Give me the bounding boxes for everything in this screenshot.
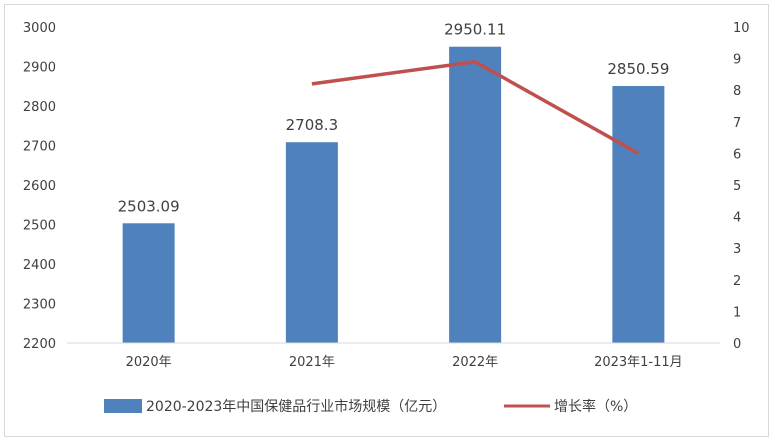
category-labels: 2020年 2021年 2022年 2023年1-11月	[126, 355, 683, 370]
bar-value-label: 2850.59	[607, 60, 669, 78]
left-tick-label: 2900	[23, 61, 56, 76]
right-tick-label: 2	[733, 274, 741, 289]
category-label: 2020年	[126, 355, 172, 370]
bar-value-label: 2503.09	[118, 197, 180, 215]
right-tick-label: 5	[733, 179, 741, 194]
bar-value-label: 2950.11	[444, 21, 506, 39]
legend-swatch-bar	[104, 399, 142, 413]
growth-line	[311, 60, 640, 155]
bar	[285, 142, 338, 343]
right-axis-ticks: 0 1 2 3 4 5 6 7 8 9 10	[733, 21, 750, 352]
bar-series	[122, 46, 665, 344]
bar	[449, 46, 502, 344]
bar	[612, 86, 665, 343]
right-tick-label: 9	[733, 53, 741, 68]
left-tick-label: 2700	[23, 140, 56, 155]
left-tick-label: 2500	[23, 219, 56, 234]
right-tick-label: 4	[733, 211, 741, 226]
right-tick-label: 7	[733, 116, 741, 131]
right-tick-label: 0	[733, 337, 741, 352]
right-tick-label: 6	[733, 147, 741, 162]
left-tick-label: 2200	[23, 337, 56, 352]
growth-line-series	[311, 60, 640, 155]
right-tick-label: 8	[733, 84, 741, 99]
category-label: 2023年1-11月	[594, 355, 683, 370]
right-tick-label: 3	[733, 242, 741, 257]
left-tick-label: 2300	[23, 298, 56, 313]
legend-label-line: 增长率（%）	[554, 398, 637, 415]
bar-value-label: 2708.3	[286, 116, 339, 134]
left-tick-label: 2400	[23, 258, 56, 273]
right-tick-label: 1	[733, 305, 741, 320]
legend-label-bar: 2020-2023年中国保健品行业市场规模（亿元）	[146, 398, 446, 415]
left-tick-label: 2600	[23, 179, 56, 194]
left-tick-label: 3000	[23, 21, 56, 36]
legend: 2020-2023年中国保健品行业市场规模（亿元） 增长率（%）	[104, 398, 637, 415]
category-label: 2021年	[289, 355, 335, 370]
left-tick-label: 2800	[23, 100, 56, 115]
bar	[122, 223, 175, 343]
bar-data-labels: 2503.09 2708.3 2950.11 2850.59	[118, 21, 670, 216]
left-axis-ticks: 2200 2300 2400 2500 2600 2700 2800 2900 3000	[23, 21, 56, 352]
category-label: 2022年	[452, 355, 498, 370]
right-tick-label: 10	[733, 21, 750, 36]
